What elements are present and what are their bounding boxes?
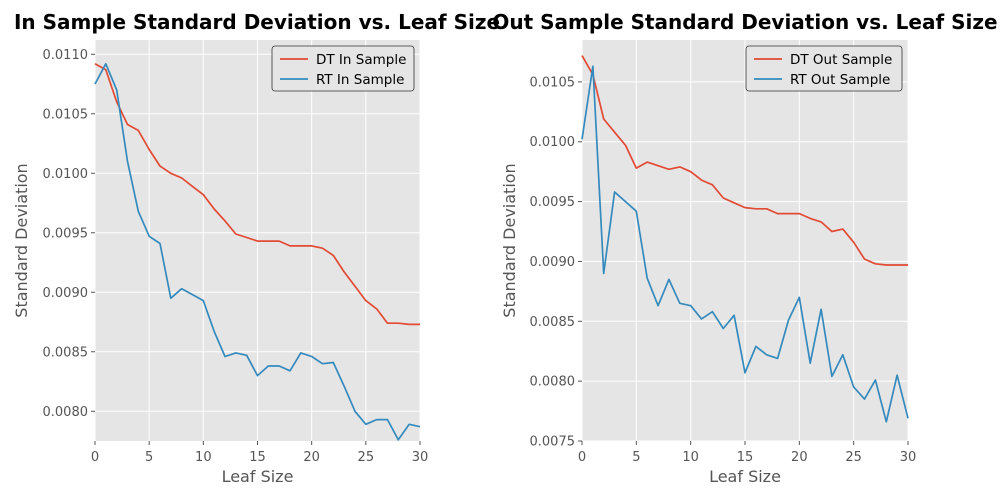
legend-label: RT Out Sample: [790, 72, 890, 88]
legend: DT Out Sample RT Out Sample: [745, 45, 903, 92]
grid: [581, 40, 909, 442]
series-line-dt: [581, 55, 908, 266]
legend-box: [745, 45, 903, 92]
x-tick-label: 5: [145, 450, 153, 465]
grid: [94, 40, 421, 441]
y-tick-label: 0.0090: [43, 286, 89, 301]
x-tick-label: 30: [900, 450, 917, 465]
x-tick-label: 25: [845, 450, 862, 465]
y-tick-label: 0.0085: [43, 345, 89, 360]
series-line-rt: [94, 62, 421, 441]
y-tick-label: 0.0095: [43, 226, 89, 241]
x-tick-label: 10: [195, 450, 212, 465]
series-layer: [94, 62, 421, 441]
y-tick-label: 0.0080: [43, 405, 89, 420]
y-tick-label: 0.0105: [530, 75, 576, 90]
series-line-dt: [94, 63, 420, 326]
x-tick-label: 25: [358, 450, 375, 465]
x-tick-label: 30: [412, 450, 429, 465]
y-tick-label: 0.0105: [43, 107, 89, 122]
x-tick-label: 15: [737, 450, 754, 465]
ticks: 0 5 10 15 20 25 30 0.0075 0.0080 0.0085 0.0090 0.00…: [530, 75, 917, 465]
x-tick-label: 20: [791, 450, 808, 465]
legend-label: DT In Sample: [316, 52, 406, 68]
y-tick-label: 0.0080: [530, 375, 576, 390]
x-tick-label: 0: [91, 450, 99, 465]
chart-out-sample: 0 5 10 15 20 25 30 0.0075 0.0080 0.0085 0.0090 0.00…: [492, 10, 997, 486]
x-tick-label: 5: [632, 450, 640, 465]
y-axis-label: Standard Deviation: [500, 163, 519, 317]
x-tick-label: 0: [578, 450, 586, 465]
legend-label: DT Out Sample: [790, 52, 892, 68]
chart-title: In Sample Standard Deviation vs. Leaf Si…: [14, 10, 500, 34]
ticks: 0 5 10 15 20 25 30 0.0080 0.0085 0.0090 0.0095 0.01…: [43, 48, 429, 465]
y-tick-label: 0.0085: [530, 315, 576, 330]
y-tick-label: 0.0095: [530, 195, 576, 210]
chart-in-sample: 0 5 10 15 20 25 30 0.0080 0.0085 0.0090 0.0095 0.01…: [12, 10, 500, 486]
series-line-rt: [581, 65, 909, 423]
x-axis-label: Leaf Size: [709, 467, 781, 486]
y-axis-label: Standard Deviation: [12, 163, 31, 317]
x-tick-label: 20: [303, 450, 320, 465]
x-tick-label: 15: [249, 450, 266, 465]
legend-label: RT In Sample: [316, 72, 404, 88]
y-tick-label: 0.0090: [530, 255, 576, 270]
series-layer: [581, 55, 909, 423]
legend: DT In Sample RT In Sample: [271, 45, 415, 92]
chart-title: Out Sample Standard Deviation vs. Leaf S…: [492, 10, 997, 34]
y-tick-label: 0.0100: [530, 135, 576, 150]
x-axis-label: Leaf Size: [222, 467, 294, 486]
y-tick-label: 0.0110: [43, 48, 89, 63]
y-tick-label: 0.0100: [43, 167, 89, 182]
y-tick-label: 0.0075: [530, 435, 576, 450]
x-tick-label: 10: [682, 450, 699, 465]
